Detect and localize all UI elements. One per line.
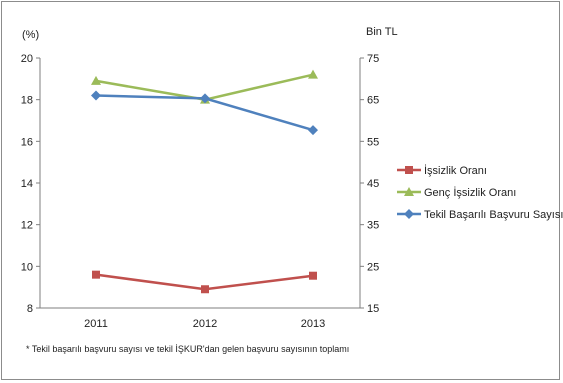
footnote: * Tekil başarılı başvuru sayısı ve tekil… bbox=[26, 344, 349, 354]
right-tick-label: 35 bbox=[367, 220, 379, 232]
data-point bbox=[200, 93, 210, 104]
right-tick-label: 65 bbox=[367, 95, 379, 107]
legend-item: İşsizlik Oranı bbox=[397, 164, 487, 177]
right-axis-ticks: 15 25 35 45 55 65 75 bbox=[360, 53, 379, 315]
right-tick-label: 45 bbox=[367, 178, 379, 190]
data-point bbox=[309, 271, 317, 280]
left-tick-label: 8 bbox=[27, 303, 33, 315]
legend-label: Tekil Başarılı Başvuru Sayısı* bbox=[424, 209, 563, 221]
series-1 bbox=[92, 270, 317, 294]
left-tick-label: 18 bbox=[21, 95, 33, 107]
right-tick-label: 15 bbox=[367, 303, 379, 315]
x-tick-label: 2013 bbox=[301, 318, 325, 330]
legend-marker bbox=[404, 187, 414, 196]
series-3 bbox=[91, 90, 318, 136]
left-tick-label: 14 bbox=[21, 178, 33, 190]
data-point bbox=[308, 69, 318, 79]
right-tick-label: 25 bbox=[367, 261, 379, 273]
legend-item: Genç İşsizlik Oranı bbox=[397, 186, 516, 199]
legend-marker bbox=[405, 166, 413, 174]
right-tick-label: 75 bbox=[367, 53, 379, 65]
data-point bbox=[308, 125, 318, 136]
legend-label: İşsizlik Oranı bbox=[424, 164, 487, 177]
x-tick-label: 2012 bbox=[193, 318, 217, 330]
data-point bbox=[92, 270, 100, 279]
data-point bbox=[201, 285, 209, 294]
left-axis-label: (%) bbox=[22, 29, 39, 41]
left-axis-ticks: 8 10 12 14 16 18 20 bbox=[21, 53, 40, 315]
right-axis-label: Bin TL bbox=[366, 26, 398, 38]
legend-marker bbox=[404, 209, 414, 219]
legend: İşsizlik Oranı Genç İşsizlik Oranı Tekil B… bbox=[397, 164, 563, 221]
left-tick-label: 12 bbox=[21, 220, 33, 232]
data-point bbox=[91, 90, 101, 101]
legend-item: Tekil Başarılı Başvuru Sayısı* bbox=[397, 209, 563, 221]
legend-label: Genç İşsizlik Oranı bbox=[424, 186, 516, 199]
left-tick-label: 20 bbox=[21, 53, 33, 65]
right-tick-label: 55 bbox=[367, 136, 379, 148]
left-tick-label: 16 bbox=[21, 136, 33, 148]
series-layer bbox=[91, 69, 318, 294]
left-tick-label: 10 bbox=[21, 261, 33, 273]
x-axis-ticks: 2011 2012 2013 bbox=[84, 318, 325, 330]
data-point bbox=[91, 75, 101, 85]
x-tick-label: 2011 bbox=[84, 318, 108, 330]
